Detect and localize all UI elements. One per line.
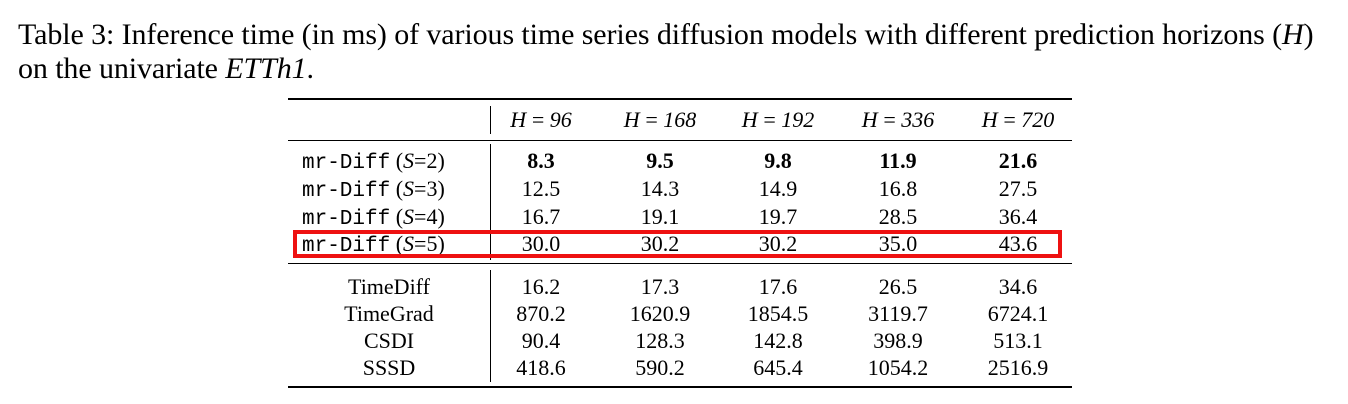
table-row: mr-Diff (S=3) 12.5 14.3 14.9 16.8 27.5 <box>288 175 1072 205</box>
row-label: mr-Diff (S=3) <box>302 175 490 205</box>
value-cell: 2516.9 <box>987 355 1049 380</box>
table-row: CSDI 90.4 128.3 142.8 398.9 513.1 <box>288 327 1072 354</box>
value-cell: 30.0 <box>521 231 561 256</box>
value-cell: 513.1 <box>993 328 1043 353</box>
header-rule <box>288 140 1072 141</box>
value-cell: 43.6 <box>998 231 1038 256</box>
s-label: (S=3) <box>395 176 445 201</box>
value-cell: 26.5 <box>878 274 918 299</box>
value-cell: 21.6 <box>998 148 1038 173</box>
header-col-4: H = 336 <box>861 107 935 132</box>
header-divider <box>490 106 491 134</box>
value-cell: 35.0 <box>878 231 918 256</box>
value-cell: 590.2 <box>635 355 685 380</box>
value-cell: 3119.7 <box>868 301 928 326</box>
value-cell: 418.6 <box>516 355 566 380</box>
row-label: TimeGrad <box>344 301 434 326</box>
value-cell: 6724.1 <box>987 301 1049 326</box>
value-cell: 16.7 <box>521 204 561 229</box>
value-cell: 19.7 <box>758 204 798 229</box>
model-name: mr-Diff <box>302 235 391 258</box>
table-row: mr-Diff (S=2) 8.3 9.5 9.8 11.9 21.6 <box>288 147 1072 177</box>
value-cell: 14.3 <box>640 176 680 201</box>
header-col-2: H = 168 <box>623 107 697 132</box>
table-row: TimeDiff 16.2 17.3 17.6 26.5 34.6 <box>288 273 1072 300</box>
header-col-1: H = 96 <box>510 107 572 132</box>
bottom-rule <box>288 386 1072 388</box>
value-cell: 128.3 <box>635 328 685 353</box>
s-label: (S=4) <box>395 204 445 229</box>
value-cell: 16.2 <box>521 274 561 299</box>
value-cell: 30.2 <box>758 231 798 256</box>
table-row: SSSD 418.6 590.2 645.4 1054.2 2516.9 <box>288 354 1072 381</box>
table-row: TimeGrad 870.2 1620.9 1854.5 3119.7 6724… <box>288 300 1072 327</box>
value-cell: 30.2 <box>640 231 680 256</box>
value-cell: 9.5 <box>646 148 674 173</box>
value-cell: 36.4 <box>998 204 1038 229</box>
model-name: mr-Diff <box>302 180 391 203</box>
mr-diff-divider <box>490 144 491 260</box>
header-row: H = 96 H = 168 H = 192 H = 336 H = 720 <box>288 106 1072 133</box>
highlight-box <box>293 230 1062 258</box>
group-rule <box>288 263 1072 264</box>
top-rule <box>288 98 1072 100</box>
table-caption: Table 3: Inference time (in ms) of vario… <box>18 18 1338 86</box>
s-label: (S=2) <box>395 148 445 173</box>
table-row: mr-Diff (S=4) 16.7 19.1 19.7 28.5 36.4 <box>288 203 1072 233</box>
row-label: mr-Diff (S=4) <box>302 203 490 233</box>
row-label: CSDI <box>363 328 415 353</box>
value-cell: 1620.9 <box>629 301 691 326</box>
caption-variable: H <box>1281 18 1304 51</box>
value-cell: 142.8 <box>753 328 803 353</box>
model-name: mr-Diff <box>302 208 391 231</box>
value-cell: 12.5 <box>521 176 561 201</box>
caption-middle: ) on the univariate <box>18 18 1314 85</box>
caption-suffix: . <box>306 52 315 85</box>
value-cell: 17.6 <box>758 274 798 299</box>
value-cell: 870.2 <box>516 301 566 326</box>
value-cell: 11.9 <box>879 148 917 173</box>
row-label: SSSD <box>362 355 416 380</box>
header-col-5: H = 720 <box>981 107 1055 132</box>
model-name: mr-Diff <box>302 152 391 175</box>
row-label: mr-Diff (S=5) <box>302 230 490 260</box>
baseline-divider <box>490 270 491 382</box>
value-cell: 19.1 <box>640 204 680 229</box>
caption-dataset: ETTh1 <box>225 52 307 85</box>
caption-prefix: Table 3: Inference time (in ms) of vario… <box>18 18 1282 51</box>
table-row-highlighted: mr-Diff (S=5) 30.0 30.2 30.2 35.0 43.6 <box>288 230 1072 260</box>
value-cell: 398.9 <box>873 328 923 353</box>
header-col-3: H = 192 <box>741 107 815 132</box>
value-cell: 645.4 <box>753 355 803 380</box>
value-cell: 27.5 <box>998 176 1038 201</box>
row-label: mr-Diff (S=2) <box>302 147 490 177</box>
value-cell: 34.6 <box>998 274 1038 299</box>
value-cell: 1854.5 <box>747 301 809 326</box>
row-label: TimeDiff <box>348 274 430 299</box>
s-label: (S=5) <box>395 231 445 256</box>
value-cell: 8.3 <box>527 148 555 173</box>
value-cell: 14.9 <box>758 176 798 201</box>
value-cell: 28.5 <box>878 204 918 229</box>
value-cell: 1054.2 <box>867 355 929 380</box>
value-cell: 9.8 <box>764 148 792 173</box>
value-cell: 17.3 <box>640 274 680 299</box>
value-cell: 90.4 <box>521 328 561 353</box>
inference-time-table: H = 96 H = 168 H = 192 H = 336 H = 720 m… <box>288 98 1072 390</box>
value-cell: 16.8 <box>878 176 918 201</box>
